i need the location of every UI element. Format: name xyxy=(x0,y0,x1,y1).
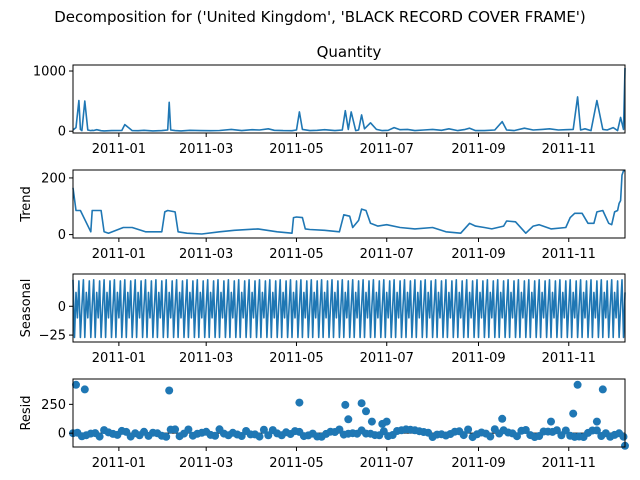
resid-point xyxy=(165,386,174,395)
resid-point xyxy=(357,399,366,408)
resid-ylabel: Resid xyxy=(19,395,34,430)
resid-point xyxy=(619,432,628,441)
x-tick-label: 2011-07 xyxy=(360,142,414,157)
trend-axes-frame xyxy=(72,169,626,239)
x-tick-label: 2011-03 xyxy=(179,351,233,366)
resid-point xyxy=(162,432,171,441)
resid-point xyxy=(498,414,507,423)
resid-point xyxy=(264,431,273,440)
trend-subplot: 0 200 2011-01 2011-03 2011-05 2011-07 2011-09 2… xyxy=(19,169,626,262)
x-tick-label: 2011-11 xyxy=(542,351,596,366)
x-tick-label: 2011-01 xyxy=(92,247,146,262)
x-tick-label: 2011-09 xyxy=(451,247,505,262)
resid-point xyxy=(513,432,521,441)
resid-point xyxy=(211,431,220,440)
x-tick-label: 2011-09 xyxy=(451,351,505,366)
x-tick-label: 2011-11 xyxy=(542,456,596,471)
quantity-subplot-title: Quantity xyxy=(317,43,382,61)
x-tick-label: 2011-03 xyxy=(179,456,233,471)
resid-point xyxy=(80,385,89,394)
resid-point xyxy=(486,432,495,441)
x-tick-label: 2011-01 xyxy=(92,351,146,366)
resid-point xyxy=(382,417,391,426)
resid-point xyxy=(367,417,376,426)
resid-point xyxy=(573,380,582,389)
quantity-line xyxy=(72,67,626,132)
x-tick-label: 2011-09 xyxy=(451,456,505,471)
quantity-axes-frame xyxy=(72,64,626,134)
resid-point xyxy=(464,425,473,434)
trend-line xyxy=(72,170,625,235)
resid-point xyxy=(95,432,104,441)
resid-point xyxy=(569,409,578,418)
resid-point xyxy=(184,425,193,434)
resid-point xyxy=(72,380,80,389)
x-tick-label: 2011-09 xyxy=(451,142,505,157)
x-tick-label: 2011-05 xyxy=(269,247,323,262)
y-tick-label: 200 xyxy=(41,171,66,186)
subplot-panels: 0 1000 2011-01 2011-03 2011-05 2011-07 2011-09… xyxy=(19,64,629,471)
seasonal-line xyxy=(72,278,626,339)
y-tick-label: 0 xyxy=(58,427,66,442)
x-tick-label: 2011-07 xyxy=(360,456,414,471)
resid-point xyxy=(592,426,601,435)
x-tick-label: 2011-05 xyxy=(269,351,323,366)
x-tick-label: 2011-01 xyxy=(92,456,146,471)
seasonal-subplot: −25 0 2011-01 2011-03 2011-05 2011-07 2011-09 2… xyxy=(19,273,626,366)
y-tick-label: 0 xyxy=(58,300,66,315)
x-tick-label: 2011-07 xyxy=(360,247,414,262)
x-tick-label: 2011-05 xyxy=(269,456,323,471)
resid-point xyxy=(295,398,304,407)
y-tick-label: 250 xyxy=(41,398,66,413)
x-tick-label: 2011-01 xyxy=(92,142,146,157)
seasonal-axes-frame xyxy=(72,273,626,343)
seasonal-ylabel: Seasonal xyxy=(19,279,34,338)
resid-point xyxy=(259,425,268,434)
y-tick-label: 0 xyxy=(58,228,66,243)
resid-point xyxy=(561,426,570,435)
y-tick-label: 0 xyxy=(58,125,66,140)
x-tick-label: 2011-07 xyxy=(360,351,414,366)
resid-point xyxy=(592,417,601,426)
resid-point xyxy=(344,415,353,424)
resid-point xyxy=(547,417,555,426)
x-tick-label: 2011-05 xyxy=(269,142,323,157)
y-tick-label: 1000 xyxy=(33,65,66,80)
x-tick-label: 2011-11 xyxy=(542,142,596,157)
resid-subplot: 0 250 2011-01 2011-03 2011-05 2011-07 2011-09 2… xyxy=(19,378,629,471)
resid-point xyxy=(171,425,180,434)
x-tick-label: 2011-11 xyxy=(542,247,596,262)
resid-point xyxy=(255,432,264,441)
x-tick-label: 2011-03 xyxy=(179,142,233,157)
x-tick-label: 2011-03 xyxy=(179,247,233,262)
quantity-subplot: 0 1000 2011-01 2011-03 2011-05 2011-07 2011-09… xyxy=(33,64,626,157)
resid-point xyxy=(598,385,607,394)
resid-point xyxy=(459,431,468,440)
y-tick-label: −25 xyxy=(39,329,66,344)
trend-ylabel: Trend xyxy=(19,186,34,223)
resid-axes-frame xyxy=(72,378,626,448)
figure-title: Decomposition for ('United Kingdom', 'BL… xyxy=(54,8,586,26)
resid-point xyxy=(362,407,370,416)
resid-point xyxy=(341,400,350,409)
